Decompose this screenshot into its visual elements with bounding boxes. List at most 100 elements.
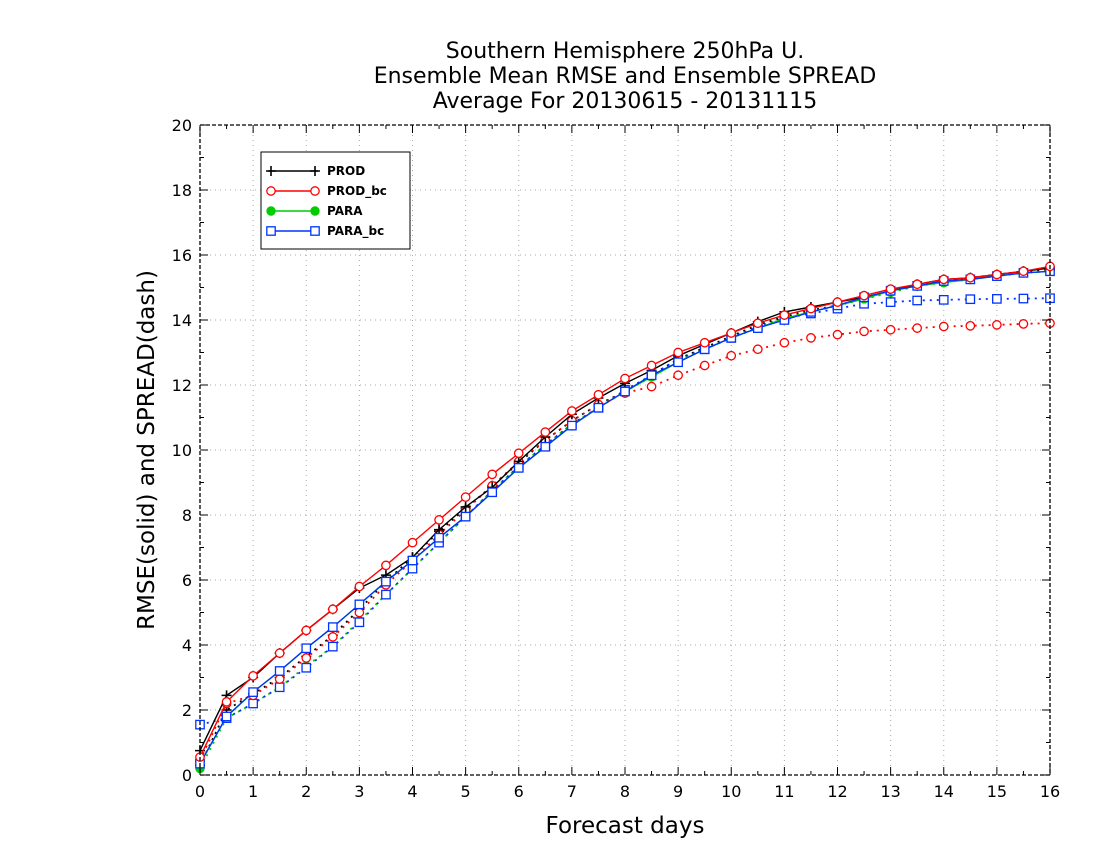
data-point (1018, 319, 1029, 329)
chart-title: Southern Hemisphere 250hPa U. Ensemble M… (374, 39, 877, 114)
data-point (266, 186, 276, 196)
data-point (965, 294, 976, 305)
legend-item: PARA_bc (266, 224, 384, 239)
data-point (327, 641, 338, 652)
data-point (310, 206, 320, 216)
data-point (832, 329, 843, 340)
data-point (992, 294, 1002, 304)
data-point (460, 501, 471, 512)
legend-item: PROD (266, 164, 365, 178)
title-line-1: Southern Hemisphere 250hPa U. (446, 39, 804, 64)
series-para-spread (195, 266, 1055, 774)
x-tick-label: 14 (934, 782, 954, 801)
x-tick-label: 4 (407, 782, 417, 801)
x-tick-label: 13 (880, 782, 900, 801)
data-point (620, 386, 630, 397)
x-axis-label: Forecast days (546, 813, 705, 839)
data-point (248, 698, 258, 709)
data-point (752, 318, 763, 329)
legend-label: PROD_bc (327, 184, 387, 199)
data-point (859, 290, 869, 301)
data-point (752, 344, 763, 355)
data-point (567, 406, 577, 416)
data-point (434, 532, 444, 543)
legend-label: PARA_bc (327, 224, 384, 239)
data-point (938, 321, 949, 332)
data-point (327, 622, 338, 632)
x-tick-label: 10 (721, 782, 741, 801)
data-point (593, 402, 604, 413)
data-point (434, 515, 444, 525)
data-point (673, 357, 683, 368)
data-point (965, 272, 976, 283)
data-point (221, 697, 232, 707)
data-point (673, 370, 683, 381)
data-point (407, 555, 418, 566)
y-axis: 0 2 4 6 8 10 12 14 16 18 20 (172, 116, 1050, 785)
data-point (354, 581, 365, 592)
grid-lines (200, 125, 1050, 775)
y-tick-label: 4 (182, 636, 192, 655)
x-tick-label: 16 (1040, 782, 1060, 801)
data-point (327, 632, 338, 642)
data-point (885, 297, 896, 307)
data-point (274, 674, 285, 684)
data-point (540, 441, 551, 452)
y-tick-label: 16 (172, 246, 192, 265)
y-tick-label: 10 (172, 441, 192, 460)
series-para-rmse (195, 266, 1055, 769)
data-point (266, 166, 276, 176)
data-point (274, 682, 285, 693)
data-point (885, 284, 896, 294)
series-line (199, 268, 1051, 766)
legend-label: PROD (327, 164, 365, 178)
y-axis-label: RMSE(solid) and SPREAD(dash) (134, 270, 160, 630)
title-line-2: Ensemble Mean RMSE and Ensemble SPREAD (374, 64, 877, 89)
data-point (221, 711, 232, 722)
data-point (567, 420, 577, 431)
y-tick-label: 20 (172, 116, 192, 135)
data-point (354, 607, 365, 618)
data-point (487, 469, 498, 480)
data-point (310, 186, 320, 196)
data-point (673, 347, 683, 358)
data-point (274, 666, 285, 676)
data-point (726, 328, 737, 338)
data-point (806, 333, 816, 343)
data-point (381, 589, 391, 600)
y-tick-label: 18 (172, 181, 192, 200)
data-point (806, 303, 816, 314)
data-point (938, 294, 949, 305)
y-tick-label: 0 (182, 766, 192, 785)
legend-box (260, 151, 411, 250)
data-point (779, 337, 790, 348)
data-point (992, 320, 1002, 330)
series-para-bc-rmse (195, 266, 1055, 769)
data-point (301, 653, 312, 663)
data-point (354, 599, 365, 610)
data-point (620, 373, 630, 384)
x-tick-label: 12 (827, 782, 847, 801)
x-tick-label: 2 (301, 782, 311, 801)
x-tick-label: 7 (567, 782, 577, 801)
data-point (487, 487, 498, 498)
data-point (699, 360, 710, 371)
data-point (726, 350, 737, 361)
data-point (381, 560, 391, 571)
x-tick-label: 9 (673, 782, 683, 801)
legend-item: PARA (266, 204, 363, 218)
series-prod-bc-rmse (195, 261, 1055, 762)
data-point (992, 269, 1002, 280)
y-tick-label: 8 (182, 506, 192, 525)
data-point (646, 370, 657, 381)
series-prod-rmse (195, 263, 1055, 756)
data-point (779, 310, 790, 320)
y-tick-label: 14 (172, 311, 192, 330)
x-tick-label: 6 (514, 782, 524, 801)
data-point (407, 537, 418, 548)
data-point (540, 427, 551, 437)
data-point (460, 492, 471, 502)
data-point (885, 324, 896, 335)
data-point (699, 337, 710, 348)
data-point (912, 323, 923, 333)
